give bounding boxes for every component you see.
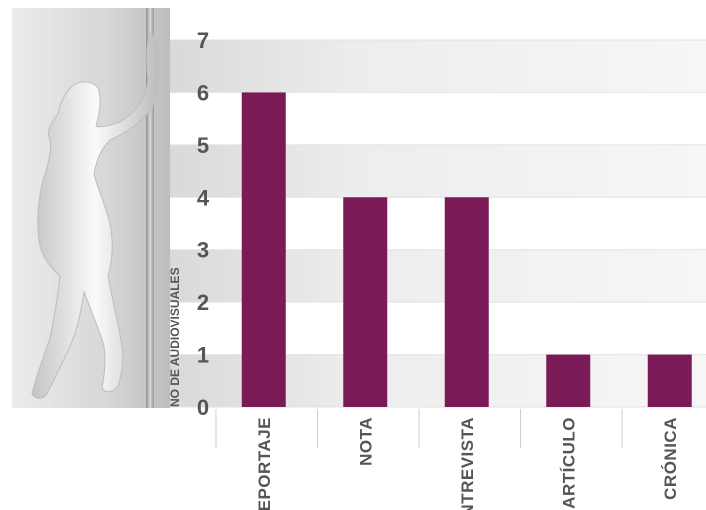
woman-silhouette-icon <box>31 33 160 399</box>
bar-nota <box>343 197 388 407</box>
bars <box>241 92 692 407</box>
y-tick-label: 1 <box>197 343 209 368</box>
category-label: NOTA <box>356 417 375 466</box>
y-tick-label: 5 <box>197 133 209 158</box>
bar-entrevista <box>444 197 489 407</box>
y-tick-label: 3 <box>197 238 209 263</box>
category-label: ENTREVISTA <box>458 417 477 510</box>
category-labels: REPORTAJE NOTA ENTREVISTA ARTÍCULO CRÓNICA <box>255 417 680 510</box>
y-tick-label: 4 <box>197 185 210 210</box>
y-tick-label: 6 <box>197 80 209 105</box>
category-label: ARTÍCULO <box>559 417 578 509</box>
y-tick-label: 7 <box>197 28 209 53</box>
grid-band <box>170 40 706 93</box>
bar-artículo <box>546 354 591 407</box>
category-label: REPORTAJE <box>255 417 274 510</box>
category-separators <box>215 409 623 448</box>
bar-crónica <box>647 354 692 407</box>
bar-reportaje <box>241 92 286 407</box>
pole <box>146 8 154 408</box>
y-tick-label: 2 <box>197 290 209 315</box>
y-tick-label: 0 <box>197 395 209 420</box>
y-tick-labels: 0 1 2 3 4 5 6 7 <box>197 28 210 420</box>
y-axis-label: NO DE AUDIOVISUALES <box>168 267 182 407</box>
category-label: CRÓNICA <box>661 417 680 500</box>
